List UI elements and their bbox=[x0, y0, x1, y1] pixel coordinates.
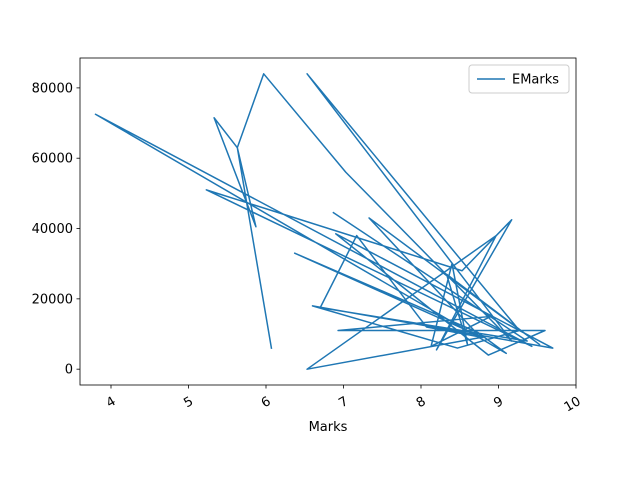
x-axis-label: Marks bbox=[309, 420, 348, 435]
plot-area bbox=[94, 73, 554, 370]
series-line-emarks bbox=[94, 73, 554, 370]
y-tick-label: 60000 bbox=[32, 152, 73, 167]
legend-box bbox=[468, 64, 570, 94]
y-tick-label: 40000 bbox=[32, 222, 73, 237]
axes-frame bbox=[79, 57, 577, 386]
y-tick-label: 80000 bbox=[32, 81, 73, 96]
legend: EMarks bbox=[468, 64, 570, 94]
y-tick-label: 20000 bbox=[32, 292, 73, 307]
x-tick-label: 10 bbox=[562, 394, 584, 415]
y-tick-label: 0 bbox=[65, 363, 73, 378]
legend-entry-label: EMarks bbox=[512, 73, 559, 88]
